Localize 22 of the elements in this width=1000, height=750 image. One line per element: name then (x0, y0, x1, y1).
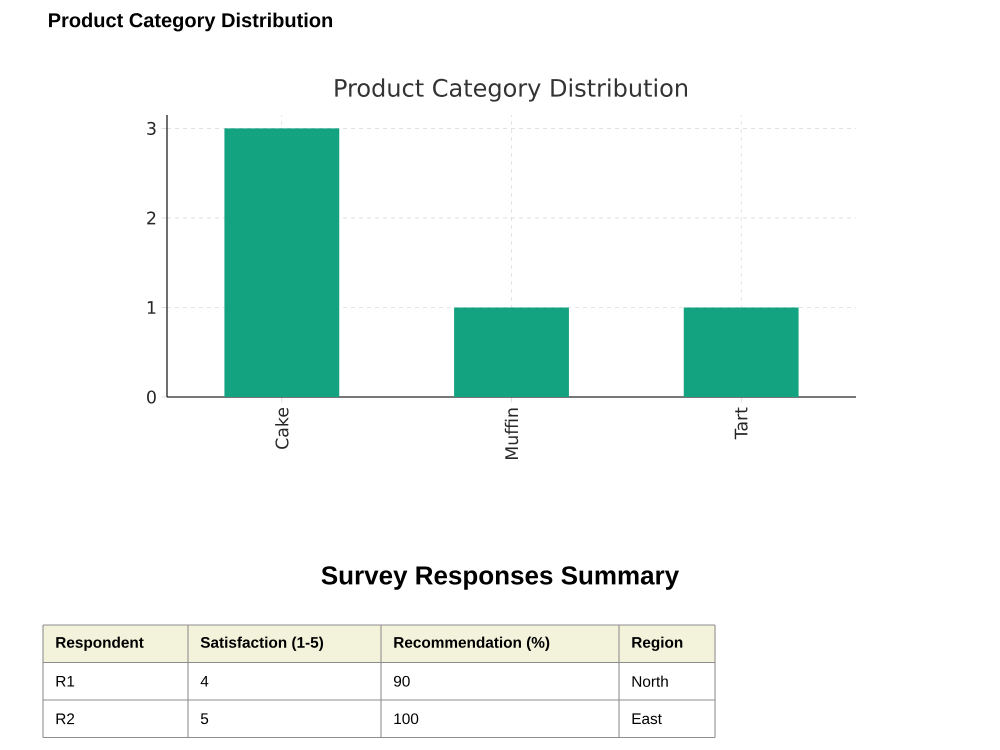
text: Survey Responses Summary (322, 566, 680, 590)
x-tick-label: Muffin (504, 408, 518, 460)
y-tick-label: 3 (147, 122, 156, 135)
text: 100 (394, 713, 418, 724)
y-tick-label: 0 (147, 390, 156, 404)
y-tick-label: 2 (147, 212, 156, 224)
text: R2 (56, 713, 74, 724)
text: East (632, 713, 662, 724)
chart-title: Product Category Distribution (49, 12, 332, 32)
y-tick-label: 1 (148, 301, 156, 314)
chart-subtitle: Product Category Distribution (335, 78, 688, 102)
text: 5 (200, 713, 208, 724)
x-tick-label: Tart (734, 407, 748, 440)
text: North (632, 676, 668, 687)
text: R1 (56, 676, 74, 687)
text: 90 (394, 676, 410, 687)
text: Region (632, 636, 682, 651)
text: Respondent (56, 636, 144, 651)
text: 4 (200, 676, 208, 687)
x-tick-label: Cake (275, 408, 289, 449)
text: Recommendation (%) (394, 636, 550, 651)
text: Satisfaction (1-5) (200, 636, 324, 651)
